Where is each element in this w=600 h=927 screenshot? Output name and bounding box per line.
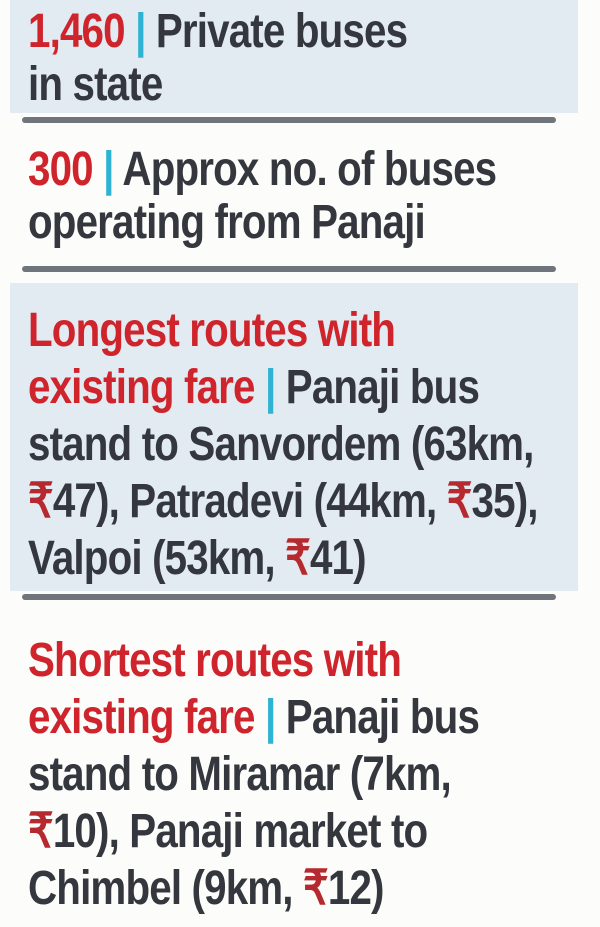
fact-line: operating from Panaji — [28, 196, 490, 249]
fact-line: 1,460 | Private buses — [28, 5, 490, 58]
body-text: Approx no. of buses — [122, 143, 497, 196]
fact-line: Chimbel (9km, ₹12) — [28, 860, 490, 917]
body-text: 47), Patradevi (44km, — [52, 475, 447, 528]
fact-line: ₹47), Patradevi (44km, ₹35), — [28, 473, 538, 530]
stat-highlight-text: Shortest routes with — [28, 634, 402, 687]
body-text: in state — [28, 58, 163, 111]
rupee-symbol: ₹ — [303, 862, 329, 915]
pipe-separator: | — [254, 361, 286, 414]
rupee-symbol: ₹ — [285, 532, 311, 585]
stat-highlight-text: existing fare — [28, 361, 255, 414]
body-text: 35), — [471, 475, 539, 528]
pipe-separator: | — [124, 5, 156, 58]
fact-section-private-buses-in-state: 1,460 | Private buses in state — [10, 0, 578, 113]
body-text: Valpoi (53km, — [28, 532, 286, 585]
body-text: stand to Miramar (7km, — [28, 748, 452, 801]
rupee-symbol: ₹ — [446, 475, 473, 528]
pipe-separator: | — [254, 691, 286, 744]
fact-line: existing fare | Panaji bus — [28, 359, 490, 416]
body-text: stand to Sanvordem (63km, — [28, 418, 534, 471]
fact-line: Valpoi (53km, ₹41) — [28, 530, 490, 587]
stat-highlight-text: Longest routes with — [28, 304, 396, 357]
fact-line: stand to Miramar (7km, — [28, 746, 490, 803]
body-text: operating from Panaji — [28, 196, 426, 249]
section-divider — [22, 594, 556, 600]
body-text: 10), Panaji market to — [52, 805, 428, 858]
fact-line: Longest routes with — [28, 302, 490, 359]
section-divider — [22, 117, 556, 123]
fact-line: Shortest routes with — [28, 632, 490, 689]
body-text: 12) — [327, 862, 385, 915]
fact-line: existing fare | Panaji bus — [28, 689, 490, 746]
body-text: 41) — [309, 532, 367, 585]
rupee-symbol: ₹ — [28, 805, 54, 858]
fact-section-buses-operating-from-panaji: 300 | Approx no. of buses operating from … — [10, 124, 578, 266]
body-text: Panaji bus — [285, 361, 480, 414]
fact-line: 300 | Approx no. of buses — [28, 143, 497, 196]
stat-highlight-text: 1,460 — [28, 5, 126, 58]
fact-section-longest-routes-with-existing-fare: Longest routes with existing fare | Panaj… — [10, 283, 578, 591]
fact-section-shortest-routes-with-existing-fare: Shortest routes with existing fare | Pana… — [10, 601, 578, 927]
body-text: Private buses — [155, 5, 408, 58]
fact-line: ₹10), Panaji market to — [28, 803, 490, 860]
stat-highlight-text: 300 — [28, 143, 94, 196]
fact-line: in state — [28, 58, 490, 111]
body-text: Chimbel (9km, — [28, 862, 304, 915]
body-text: Panaji bus — [285, 691, 480, 744]
rupee-symbol: ₹ — [28, 475, 54, 528]
stat-highlight-text: existing fare — [28, 691, 255, 744]
fact-line: stand to Sanvordem (63km, — [28, 416, 534, 473]
section-divider — [22, 266, 556, 272]
pipe-separator: | — [92, 143, 123, 196]
